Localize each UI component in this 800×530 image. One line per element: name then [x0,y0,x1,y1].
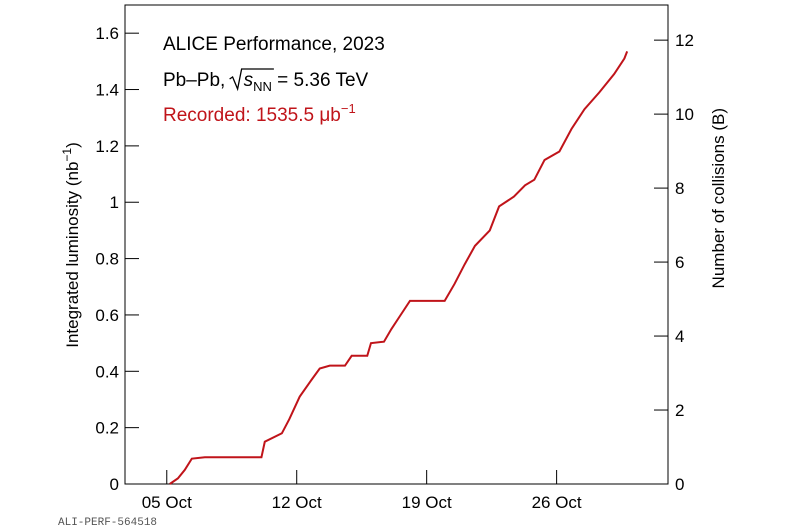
radical-sign [229,68,274,92]
plot-frame [124,4,669,485]
recorded-text: Recorded: 1535.5 μb [163,105,341,126]
y2-tick-label: 8 [675,179,684,198]
x-tick-label: 05 Oct [142,493,192,512]
y-tick-label: 0.4 [95,362,119,381]
y-label-text: Integrated luminosity (nb [63,162,82,348]
y-tick-label: 1.4 [95,81,119,100]
footer: ALI-PERF-564518 [58,517,157,529]
recorded-sup: −1 [341,101,356,116]
y2-tick-label: 2 [675,401,684,420]
y-tick-label: 0.6 [95,306,119,325]
y-tick-label: 0.8 [95,250,119,269]
y-label-sup: −1 [60,148,74,162]
series-line [169,50,629,485]
system-subscript: NN [253,79,272,94]
annotation-system: Pb–Pb, sNN = 5.36 TeV [163,70,369,94]
y2-tick-label: 0 [675,475,684,494]
y-tick-label: 0 [110,475,119,494]
system-suffix: = 5.36 TeV [272,70,369,91]
y2-tick-label: 10 [675,105,694,124]
x-tick-label: 12 Oct [272,493,322,512]
x-tick-label: 26 Oct [532,493,582,512]
annotation-recorded: Recorded: 1535.5 μb−1 [163,101,356,126]
y2-tick-label: 12 [675,31,694,50]
y-axis-label: Integrated luminosity (nb−1) [60,142,82,348]
y-tick-label: 0.2 [95,419,119,438]
system-radicand: s [244,70,254,91]
y-tick-label: 1.2 [95,137,119,156]
y2-axis-label: Number of collisions (B) [709,108,728,288]
x-tick-label: 19 Oct [402,493,452,512]
y-tick-label: 1.6 [95,24,119,43]
y-tick-label: 1 [110,193,119,212]
y2-tick-label: 6 [675,253,684,272]
annotation-title: ALICE Performance, 2023 [163,34,385,55]
system-prefix: Pb–Pb, [163,70,231,91]
y-label-end: ) [63,142,82,148]
y2-tick-label: 4 [675,327,684,346]
